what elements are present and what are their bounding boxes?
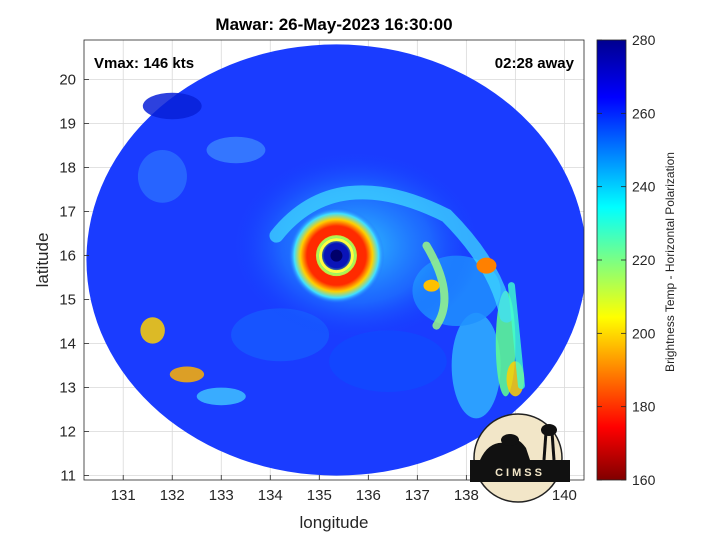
- x-tick-label: 131: [111, 487, 136, 504]
- colorbar-tick-label: 240: [632, 179, 656, 195]
- convective-cell: [476, 257, 497, 274]
- rainband-arc: [422, 241, 449, 330]
- vmax-annotation: Vmax: 146 kts: [94, 55, 194, 72]
- time-away-annotation: 02:28 away: [495, 55, 575, 72]
- y-tick-label: 15: [59, 292, 76, 309]
- rainband-arc: [507, 282, 525, 390]
- colorbar-label: Brightness Temp - Horizontal Polarizatio…: [663, 152, 677, 372]
- swath-feature: [140, 317, 165, 344]
- colorbar-tick-label: 280: [632, 32, 656, 48]
- y-tick-label: 14: [59, 336, 76, 353]
- cimss-logo: CIMSS: [470, 413, 570, 503]
- swath-feature: [451, 312, 501, 419]
- swath-feature: [329, 330, 447, 393]
- logo-text: CIMSS: [495, 467, 545, 479]
- colorbar-ticks: 160 180 200 220 240 260 280: [597, 32, 656, 488]
- swath-feature: [169, 366, 205, 383]
- microwave-swath: [86, 44, 584, 476]
- y-tick-label: 19: [59, 116, 76, 133]
- x-tick-label: 140: [552, 487, 577, 504]
- y-tick-label: 12: [59, 424, 76, 441]
- y-tick-label: 18: [59, 160, 76, 177]
- convective-cell: [423, 279, 440, 292]
- x-tick-label: 137: [405, 487, 430, 504]
- x-tick-label: 134: [258, 487, 283, 504]
- x-tick-label: 132: [160, 487, 185, 504]
- x-tick-label: 138: [454, 487, 479, 504]
- y-tick-label: 20: [59, 72, 76, 89]
- swath-feature: [142, 92, 202, 120]
- rainband-arc: [269, 185, 514, 323]
- swath-feature: [196, 387, 246, 406]
- colorbar-tick-label: 180: [632, 399, 656, 415]
- y-axis-label: latitude: [33, 233, 52, 288]
- colorbar-tick-label: 200: [632, 325, 656, 341]
- y-tick-label: 13: [59, 380, 76, 397]
- y-tick-label: 17: [59, 204, 76, 221]
- storm-eye-core: [330, 249, 343, 262]
- colorbar-tick-label: 160: [632, 472, 656, 488]
- x-axis-label: longitude: [299, 513, 368, 532]
- y-tick-label: 16: [59, 248, 76, 265]
- eyewall-inner: [318, 238, 354, 274]
- x-tick-label: 135: [307, 487, 332, 504]
- y-tick-label: 11: [60, 468, 76, 485]
- axes-frame: [83, 39, 585, 481]
- x-tick-label: 136: [356, 487, 381, 504]
- colorbar-tick-label: 260: [632, 105, 656, 121]
- colorbar-tick-label: 220: [632, 252, 656, 268]
- chart-title: Mawar: 26-May-2023 16:30:00: [215, 15, 452, 34]
- x-tick-label: 133: [209, 487, 234, 504]
- swath-feature: [206, 136, 266, 164]
- y-ticks: 11 12 13 14 15 16 17 18 19 20: [59, 72, 89, 485]
- eyewall-ring: [306, 226, 366, 286]
- swath-feature: [137, 150, 187, 203]
